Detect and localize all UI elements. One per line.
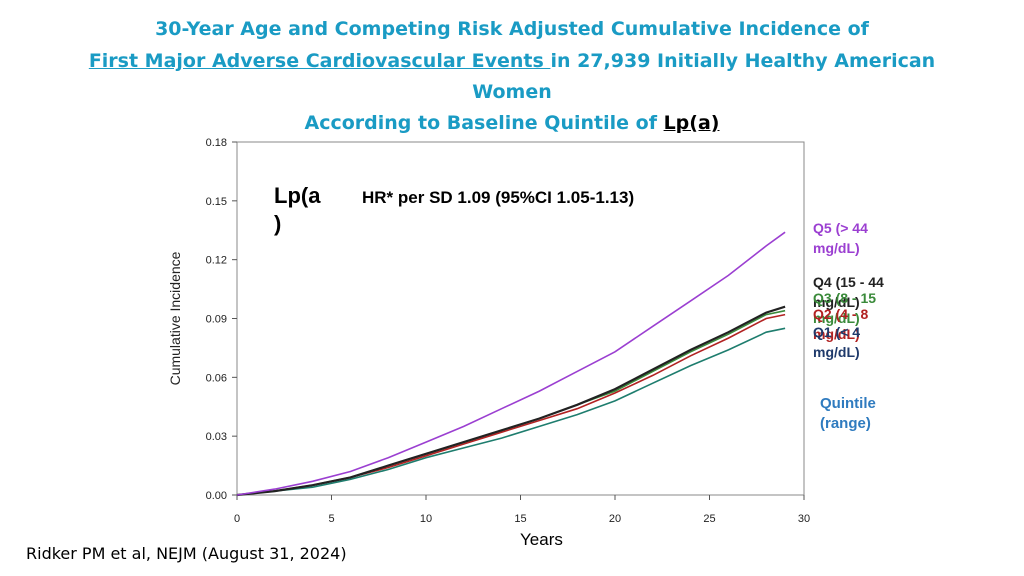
legend-q2: Q2 (4 - 8 mg/dL) [813,306,869,342]
x-tick-label: 20 [609,513,621,525]
title-line-2: First Major Adverse Cardiovascular Event… [0,46,1024,76]
legend-q5: Q5 (> 44 mg/dL) [813,220,868,256]
x-tick-label: 30 [798,513,810,525]
title-lpa: Lp(a) [663,112,720,134]
y-tick-label: 0.18 [206,137,227,149]
title-line-1: 30-Year Age and Competing Risk Adjusted … [155,18,869,40]
x-axis-label: Years [520,530,563,549]
series-line-q5 [236,231,786,496]
legend-q4: Q4 (15 - 44 mg/dL) [813,274,884,310]
citation: Ridker PM et al, NEJM (August 31, 2024) [26,544,347,563]
y-tick-label: 0.15 [206,196,227,208]
x-tick-label: 25 [703,513,715,525]
legend-q1: Q1 (< 4 mg/dL) [813,324,861,360]
legend-q3: Q3 (8 - 15 mg/dL) [813,290,877,326]
title-line-3: Women [472,81,552,103]
lpa-label: Lp(a ) [274,183,321,236]
series-line-q1 [236,327,786,496]
series-line-q3 [236,309,786,496]
title-line-4-prefix: According to Baseline Quintile of [304,112,664,134]
x-tick-label: 10 [420,513,432,525]
x-tick-label: 0 [234,513,240,525]
title-line-2-rest: in 27,939 Initially Healthy American [550,50,936,72]
y-tick-label: 0.09 [206,314,227,326]
x-tick-label: 5 [328,513,334,525]
y-tick-label: 0.06 [206,372,227,384]
y-tick-label: 0.00 [206,490,227,502]
y-tick-label: 0.12 [206,255,227,267]
y-tick-label: 0.03 [206,431,227,443]
title-underlined-segment: First Major Adverse Cardiovascular Event… [88,50,551,72]
series-line-q4 [236,305,786,497]
y-axis-label: Cumulative Incidence [167,251,183,385]
quintile-range-note: Quintile (range) [820,395,876,432]
title-line-4: According to Baseline Quintile of Lp(a) [0,108,1024,138]
x-tick-label: 15 [514,513,526,525]
hazard-ratio-text: HR* per SD 1.09 (95%CI 1.05-1.13) [362,188,635,207]
